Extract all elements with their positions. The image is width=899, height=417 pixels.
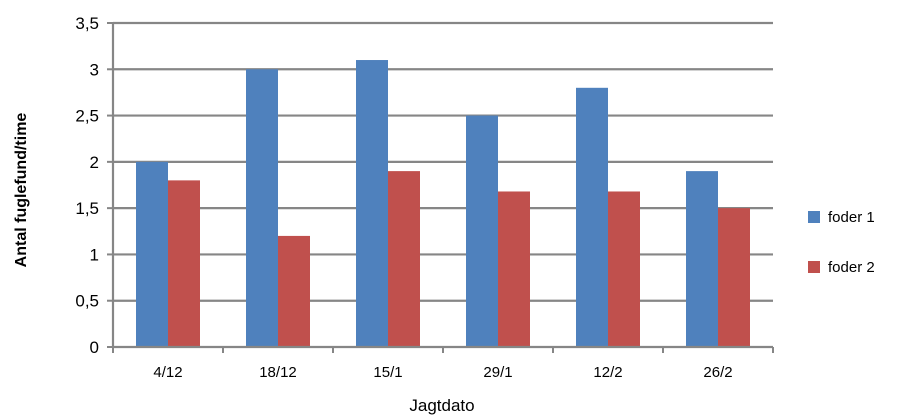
legend-swatch [808,211,820,223]
bar-foder-1-29-1 [466,115,498,347]
x-tick-labels: 4/12 18/12 15/1 29/1 12/2 26/2 [153,364,732,381]
y-tick-label: 1,5 [75,199,99,218]
bar-foder-2-29-1 [498,191,530,347]
x-axis-title: Jagtdato [409,396,474,415]
bar-foder-2-26-2 [718,208,750,347]
legend-swatch [808,261,820,273]
axes [107,22,774,353]
bar-foder-2-12-2 [608,191,640,347]
bar-foder-1-4-12 [136,161,168,347]
y-tick-label: 3,5 [75,14,99,33]
legend: foder 1 foder 2 [808,209,875,276]
bar-foder-1-15-1 [356,60,388,348]
bar-foder-2-4-12 [168,180,200,347]
y-tick-label: 0,5 [75,292,99,311]
y-tick-label: 3 [90,60,99,79]
x-tick-label: 4/12 [153,364,182,381]
gridlines [113,21,773,302]
y-tick-label: 2,5 [75,107,99,126]
bar-foder-1-26-2 [686,171,718,347]
x-tick-label: 26/2 [703,364,732,381]
bar-foder-2-15-1 [388,171,420,347]
y-tick-label: 0 [90,338,99,357]
y-axis-title: Antal fuglefund/time [13,113,30,268]
bar-foder-2-18-12 [278,235,310,347]
bars [136,60,750,348]
bar-foder-1-18-12 [246,69,278,348]
y-tick-label: 1 [90,245,99,264]
bar-foder-1-12-2 [576,87,608,348]
x-tick-label: 18/12 [259,364,297,381]
x-tick-label: 12/2 [593,364,622,381]
legend-label: foder 1 [828,209,875,226]
y-tick-label: 2 [90,153,99,172]
y-tick-labels: 0 0,5 1 1,5 2 2,5 3 3,5 [75,14,99,357]
x-tick-label: 15/1 [373,364,402,381]
x-tick-label: 29/1 [483,364,512,381]
legend-label: foder 2 [828,259,875,276]
